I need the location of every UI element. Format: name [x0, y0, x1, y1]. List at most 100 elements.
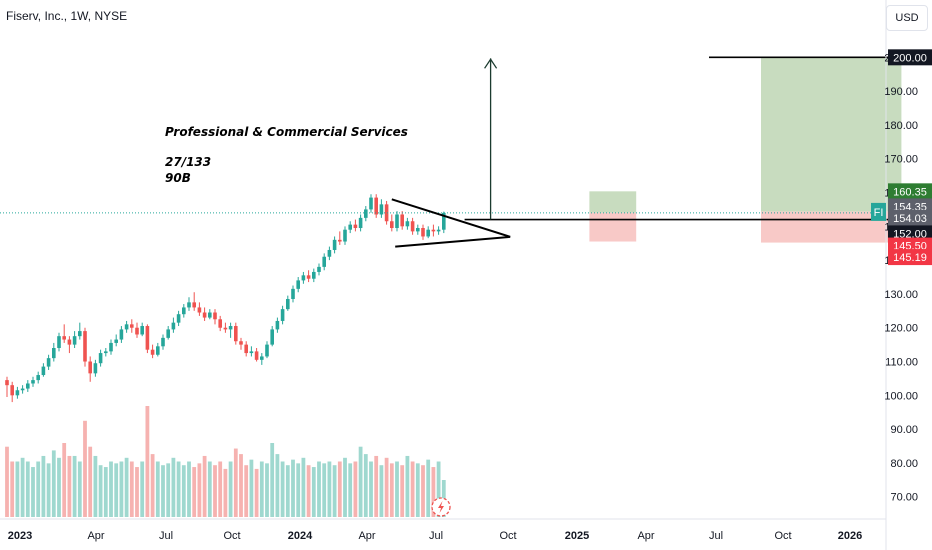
- symbol-tag-label: FI: [874, 207, 884, 219]
- currency-button[interactable]: USD: [886, 5, 928, 31]
- candle-body: [405, 221, 410, 227]
- candle: [384, 200, 389, 225]
- candle-body: [145, 326, 150, 350]
- volume-bar: [31, 467, 35, 517]
- volume-bar: [150, 454, 155, 517]
- candle-body: [436, 229, 441, 232]
- candle: [88, 356, 92, 382]
- volume-bar: [171, 457, 176, 517]
- candle: [46, 354, 51, 370]
- candle-body: [343, 229, 347, 242]
- candle: [156, 342, 160, 357]
- x-tick-label: 2024: [288, 530, 313, 542]
- candle: [218, 315, 222, 332]
- x-tick-label: 2023: [8, 530, 32, 542]
- candle: [41, 363, 46, 377]
- candle-body: [369, 197, 373, 210]
- volume-bar: [384, 457, 389, 517]
- price-tag-value: 152.00: [893, 228, 927, 240]
- candle-body: [390, 221, 394, 229]
- candle-body: [384, 204, 389, 222]
- candle-body: [62, 336, 66, 340]
- candle-body: [15, 390, 20, 396]
- volume-bar: [322, 463, 327, 517]
- volume-bar: [410, 461, 415, 517]
- candle-body: [400, 214, 404, 227]
- y-tick-label: 110.00: [885, 357, 918, 369]
- candle: [353, 219, 358, 232]
- volume-bar: [36, 461, 41, 517]
- candle-body: [98, 353, 103, 364]
- y-tick-label: 100.00: [884, 390, 918, 402]
- candle: [182, 304, 186, 318]
- candle-body: [280, 309, 285, 321]
- price-tag: 145.19: [888, 249, 932, 266]
- candle: [119, 326, 124, 343]
- candle-body: [442, 212, 446, 230]
- candle: [192, 292, 196, 311]
- volume-bar: [400, 465, 405, 517]
- candle: [374, 194, 378, 218]
- candle: [275, 317, 280, 333]
- candle-body: [332, 239, 337, 250]
- volume-bar: [306, 465, 311, 517]
- candle-body: [426, 229, 430, 237]
- triangle-lower-line: [395, 235, 511, 248]
- candle-body: [5, 380, 9, 386]
- candle: [369, 194, 373, 213]
- price-tag-bg: [888, 225, 932, 242]
- profit-zone-2: [761, 57, 902, 212]
- volume-bar: [145, 406, 150, 517]
- candle-body: [239, 341, 243, 345]
- y-tick-label: 190.00: [884, 86, 918, 98]
- plot-area[interactable]: [0, 0, 886, 519]
- candle-body: [31, 380, 35, 384]
- y-tick-label: 80.00: [890, 458, 918, 470]
- candle: [416, 224, 420, 235]
- candle: [254, 348, 259, 362]
- price-tag: 152.00: [888, 225, 932, 242]
- y-tick-label: 170.00: [884, 154, 918, 166]
- annotation-rank: 27/133: [165, 155, 211, 169]
- x-tick-label: Oct: [223, 530, 240, 542]
- candle-body: [88, 361, 92, 374]
- candle-body: [254, 351, 259, 360]
- annotation-sector: Professional & Commercial Services: [165, 125, 408, 139]
- candle-body: [374, 197, 378, 215]
- candle-body: [364, 209, 368, 218]
- y-tick-label: 70.00: [890, 492, 918, 504]
- volume-bar: [343, 457, 347, 517]
- candle: [213, 309, 217, 325]
- candle: [364, 206, 368, 222]
- candle: [400, 211, 404, 230]
- volume-bar: [72, 455, 77, 517]
- candle: [249, 346, 254, 357]
- event-icon[interactable]: [431, 497, 451, 517]
- annotation-block: Professional & Commercial Services 27/13…: [165, 125, 408, 185]
- volume-bar: [239, 454, 243, 517]
- candle-body: [208, 312, 212, 318]
- candle-body: [26, 383, 30, 389]
- candle-body: [353, 224, 358, 229]
- candle: [301, 271, 306, 284]
- candle: [421, 224, 425, 240]
- candle-body: [244, 344, 248, 354]
- price-axis[interactable]: 70.00 80.00 90.00 100.00 110.00 120.00 130.00 1…: [884, 52, 918, 503]
- candle-body: [114, 339, 118, 343]
- time-axis[interactable]: 2023 Apr Jul Oct 2024 Apr Jul Oct 2025 Apr Jul Oct 2…: [8, 530, 862, 542]
- volume-bar: [374, 455, 379, 517]
- candle-body: [72, 336, 77, 345]
- candle: [57, 332, 61, 352]
- candle: [161, 334, 165, 350]
- triangle-upper-line: [391, 198, 511, 238]
- candle: [280, 305, 285, 325]
- volume-bar: [202, 455, 207, 517]
- candle: [322, 253, 326, 271]
- arrow-head-icon: [484, 58, 498, 69]
- candle-body: [270, 329, 274, 345]
- candle: [228, 322, 233, 338]
- profit-zone-0: [589, 191, 637, 213]
- candle-body: [275, 320, 280, 330]
- candle-body: [52, 348, 56, 359]
